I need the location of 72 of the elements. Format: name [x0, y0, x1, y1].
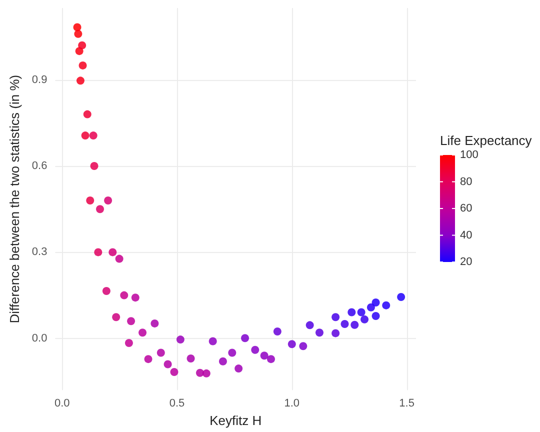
- point: [176, 336, 184, 344]
- point: [124, 338, 133, 347]
- point: [164, 360, 172, 368]
- point: [266, 355, 275, 364]
- point: [273, 327, 282, 336]
- point: [76, 76, 84, 85]
- point: [102, 286, 110, 295]
- point: [131, 294, 140, 302]
- point: [81, 132, 90, 140]
- point: [186, 354, 195, 362]
- point: [218, 357, 227, 366]
- point: [340, 320, 349, 328]
- y-tick-label: 0.9: [32, 74, 48, 86]
- point: [260, 352, 268, 360]
- point: [112, 313, 120, 322]
- point: [348, 308, 356, 316]
- point: [73, 23, 82, 32]
- point: [306, 321, 314, 330]
- point: [196, 368, 204, 377]
- x-tick-label: 1.5: [399, 398, 414, 410]
- point: [382, 301, 390, 310]
- point: [234, 364, 243, 373]
- point: [315, 328, 324, 337]
- point: [156, 348, 165, 357]
- point: [144, 355, 152, 364]
- point: [108, 248, 117, 256]
- point: [360, 315, 369, 324]
- color-bar-label: 100: [460, 149, 478, 161]
- point: [299, 342, 308, 350]
- point: [372, 298, 380, 306]
- point: [350, 320, 359, 329]
- x-tick-label: 1.0: [284, 398, 300, 410]
- point: [115, 254, 124, 263]
- color-bar-label: 80: [460, 176, 472, 188]
- point: [397, 293, 406, 302]
- y-tick-label: 0.3: [32, 246, 48, 258]
- color-bar-title: Life Expectancy: [440, 133, 532, 148]
- point: [150, 319, 159, 328]
- point: [90, 162, 98, 170]
- color-bar-label: 40: [460, 229, 472, 242]
- y-axis-title: Difference between the two statistics (in %): [7, 74, 22, 324]
- point: [104, 196, 112, 204]
- point: [241, 334, 250, 342]
- point: [96, 205, 104, 214]
- y-tick-label: 0.6: [32, 160, 48, 172]
- point: [372, 312, 380, 320]
- point: [357, 308, 366, 316]
- point: [120, 291, 128, 300]
- point: [202, 369, 210, 378]
- point: [208, 337, 217, 346]
- point: [332, 313, 340, 322]
- x-axis-title: Keyfitz H: [210, 413, 262, 428]
- point: [138, 328, 147, 337]
- point: [94, 248, 102, 256]
- x-tick-label: 0.0: [54, 398, 70, 410]
- point: [86, 196, 94, 204]
- color-bar-label: 60: [460, 202, 472, 214]
- x-tick-label: 0.5: [169, 398, 185, 410]
- point: [288, 340, 296, 348]
- color-bar-label: 20: [460, 256, 472, 268]
- point: [228, 348, 236, 357]
- y-tick-label: 0.0: [32, 332, 48, 344]
- point: [127, 317, 136, 326]
- point: [366, 303, 375, 312]
- point: [251, 346, 260, 354]
- point: [78, 41, 86, 50]
- point: [89, 132, 98, 140]
- point: [74, 30, 82, 38]
- point: [170, 368, 178, 376]
- point: [332, 329, 340, 338]
- point: [78, 61, 87, 70]
- point: [83, 110, 92, 118]
